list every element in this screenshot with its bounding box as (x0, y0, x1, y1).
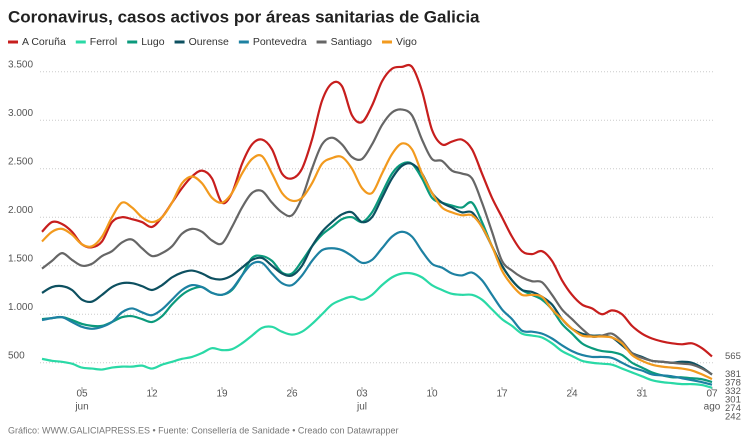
legend-label: Ferrol (90, 36, 117, 48)
x-tick-label: 07 (706, 389, 718, 400)
x-tick-label: 19 (216, 389, 228, 400)
x-month-label: jun (74, 402, 88, 413)
series-line (41, 63, 713, 358)
x-tick-label: 12 (146, 389, 158, 400)
end-label: 381 (725, 369, 741, 380)
x-tick-label: 03 (356, 389, 368, 400)
series-line (41, 271, 713, 389)
y-tick-label: 1.500 (8, 253, 33, 264)
legend-label: Ourense (189, 36, 229, 48)
end-label: 274 (725, 403, 741, 414)
series-line (41, 162, 713, 376)
y-tick-label: 3.500 (8, 59, 33, 70)
y-tick-label: 3.000 (8, 108, 33, 119)
legend-label: Pontevedra (253, 36, 307, 48)
legend-label: Lugo (141, 36, 165, 48)
x-tick-label: 10 (426, 389, 438, 400)
y-tick-label: 1.000 (8, 302, 33, 313)
chart-title: Coronavirus, casos activos por áreas san… (8, 7, 480, 26)
legend-label: Santiago (331, 36, 373, 48)
series-line (41, 161, 713, 384)
series-line (41, 142, 713, 381)
end-label: 332 (725, 386, 741, 397)
x-month-label: ago (704, 402, 721, 413)
series-line (41, 108, 713, 376)
end-label: 301 (725, 394, 741, 405)
x-tick-label: 05 (76, 389, 88, 400)
y-tick-label: 500 (8, 350, 25, 361)
x-tick-label: 26 (286, 389, 298, 400)
legend-label: Vigo (396, 36, 417, 48)
footer: Gráfico: WWW.GALICIAPRESS.ES • Fuente: C… (8, 425, 398, 435)
x-tick-label: 17 (496, 389, 508, 400)
end-label: 242 (725, 411, 741, 422)
legend-label: A Coruña (22, 36, 66, 48)
end-label: 378 (725, 377, 741, 388)
x-tick-label: 24 (566, 389, 578, 400)
series-line (41, 230, 713, 386)
y-tick-label: 2.000 (8, 205, 33, 216)
end-label: 565 (725, 351, 741, 362)
x-tick-label: 31 (636, 389, 648, 400)
x-month-label: jul (356, 402, 367, 413)
y-tick-label: 2.500 (8, 156, 33, 167)
